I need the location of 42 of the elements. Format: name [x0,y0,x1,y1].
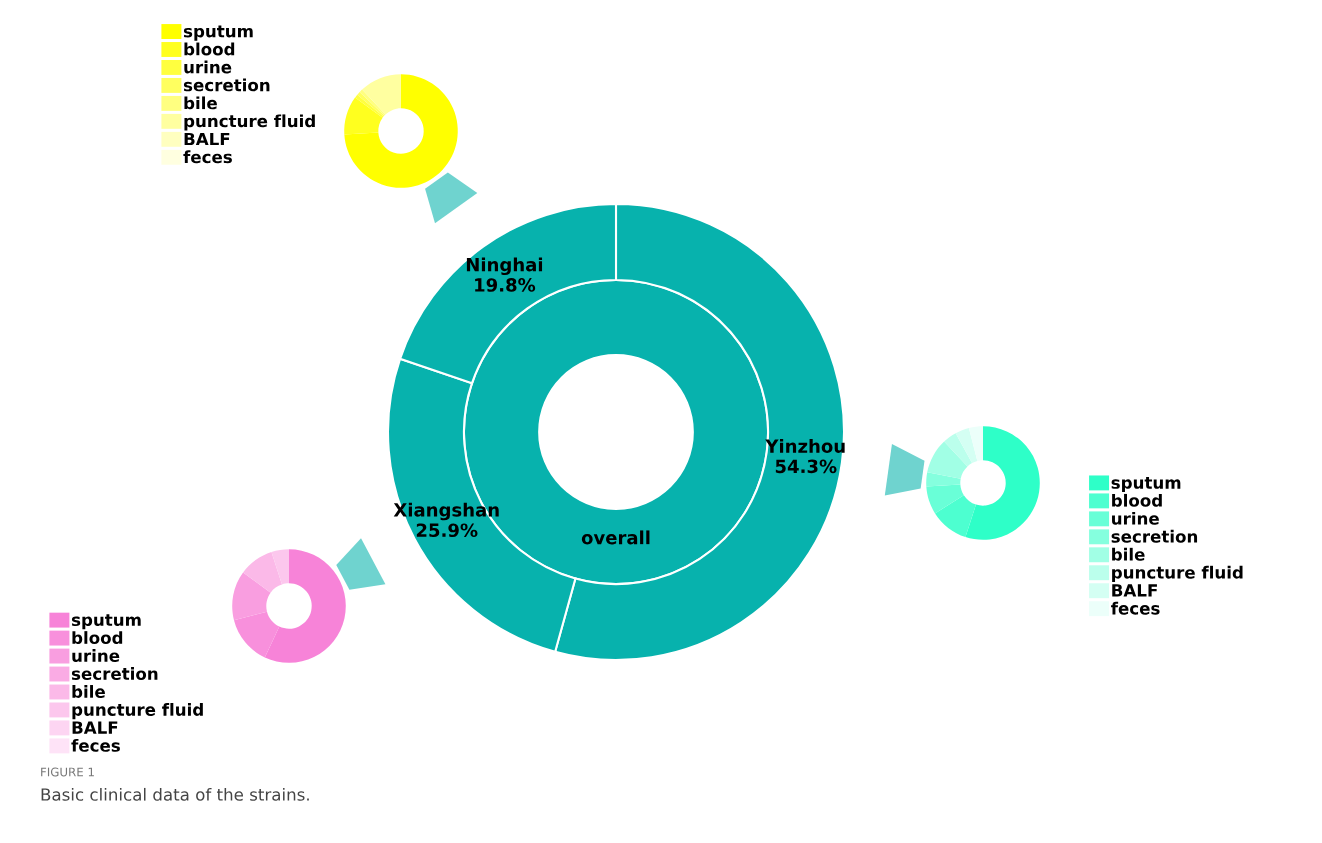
caption: FIGURE 1 [41,767,94,777]
data-label: 19.8% [475,278,536,292]
data-label: 25.9% [416,523,478,538]
donut-slice [926,472,961,487]
legend-label: feces [1111,601,1160,615]
donut-slice [344,74,458,188]
legend-label: urine [72,649,120,662]
legend-label: puncture fluid [1112,565,1243,582]
legend-label: blood [72,631,123,645]
legend-label: puncture fluid [184,114,315,131]
donut-slice [935,495,976,538]
donut-slice [968,426,983,461]
legend-label: bile [184,96,217,110]
legend-label: blood [1112,493,1162,507]
text: Basic clinical data of the strains. [41,787,309,801]
data-label: 54.3% [775,459,837,474]
legend-label: feces [71,738,120,752]
legend-label: BALF [184,132,230,146]
legend-label: blood [184,42,235,56]
donut-slice [965,426,1040,540]
legend-label: urine [1112,511,1159,525]
legend-label: secretion [71,667,158,680]
donut-slice [927,441,968,479]
legend-label: feces [183,150,232,164]
donut-slice [344,97,383,135]
legend-label: urine [184,60,232,74]
legend-label: sputum [1111,476,1181,493]
legend-label: BALF [72,721,118,734]
legend-label: bile [1112,547,1145,561]
donut-slice [362,74,401,115]
legend-label: secretion [183,78,270,92]
legend-label: BALF [1112,584,1157,597]
donut-slice [955,427,978,464]
legend-label: puncture fluid [72,703,203,720]
legend-label: secretion [1111,529,1198,543]
donut-slice [944,433,973,467]
slice-label: Ninghai [466,257,543,276]
legend-label: sputum [183,25,253,41]
legend-label: sputum [71,614,141,630]
legend-label: bile [72,685,105,698]
text: overall [581,530,650,545]
donut-slice [926,484,964,514]
